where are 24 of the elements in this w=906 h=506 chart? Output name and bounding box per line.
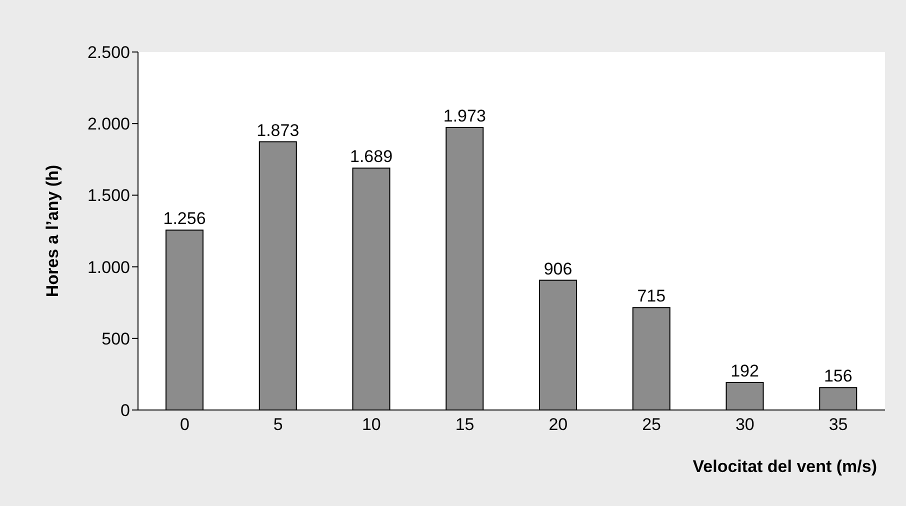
x-tick-label: 0 [180,415,190,434]
y-tick-label: 1.500 [87,186,130,206]
x-axis-title: Velocitat del vent (m/s) [692,457,877,476]
x-tick-label: 10 [362,415,381,434]
data-label: 906 [544,259,572,278]
data-label: 192 [730,362,759,381]
x-tick-label: 25 [642,415,662,434]
x-tick-label: 15 [455,415,474,434]
data-label: 1.256 [163,209,206,228]
y-tick-label: 500 [102,329,130,348]
x-tick-label: 20 [548,415,568,434]
y-tick-label: 1.000 [87,258,130,277]
data-label: 156 [824,366,852,386]
x-tick-label: 30 [735,415,754,434]
y-tick-label: 2.000 [87,114,130,134]
y-axis-title: Hores a l’any (h) [43,164,62,298]
data-label: 1.689 [350,147,393,166]
y-tick-label: 2.500 [87,43,130,62]
data-label: 715 [637,286,666,306]
x-tick-label: 35 [828,415,848,434]
data-label: 1.873 [256,120,300,140]
data-label: 1.973 [443,106,486,126]
y-tick-label: 0 [120,401,130,420]
x-tick-label: 5 [273,415,283,434]
